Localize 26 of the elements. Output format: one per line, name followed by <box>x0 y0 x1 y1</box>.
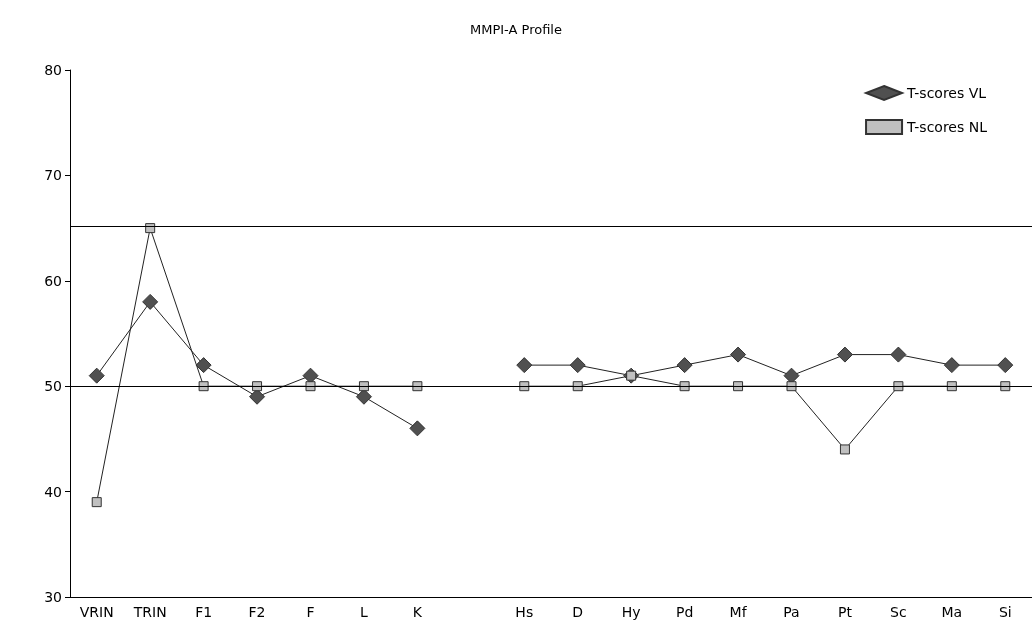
x-tick-label: Pa <box>783 604 800 620</box>
x-tick-label: Hs <box>515 604 534 620</box>
y-tick-label: 60 <box>44 272 62 289</box>
x-tick-label: F <box>306 604 315 620</box>
x-tick-label: F2 <box>248 604 266 620</box>
x-tick-label: Pt <box>837 604 853 620</box>
legend-label: T-scores VL <box>906 85 987 101</box>
x-tick-label: Sc <box>890 604 907 620</box>
x-tick-label: Mf <box>729 604 748 620</box>
y-tick-label: 40 <box>44 483 62 500</box>
y-tick-label: 80 <box>44 62 62 78</box>
legend-label: T-scores NL <box>906 119 988 135</box>
x-tick-label: Ma <box>941 604 963 620</box>
x-tick-label: Hy <box>621 604 641 620</box>
x-tick-label: F1 <box>195 604 213 620</box>
y-tick-label: 70 <box>44 167 62 184</box>
x-tick-label: K <box>412 604 423 620</box>
x-tick-label: VRIN <box>79 604 114 620</box>
x-tick-label: Pd <box>675 604 694 620</box>
y-tick-label: 30 <box>44 589 62 605</box>
y-tick-label: 50 <box>44 378 62 395</box>
x-tick-label: Si <box>998 604 1012 620</box>
x-tick-label: D <box>572 604 584 620</box>
x-tick-label: L <box>360 604 369 620</box>
chart-title: MMPI-A Profile <box>470 22 562 37</box>
x-tick-label: TRIN <box>132 604 167 620</box>
